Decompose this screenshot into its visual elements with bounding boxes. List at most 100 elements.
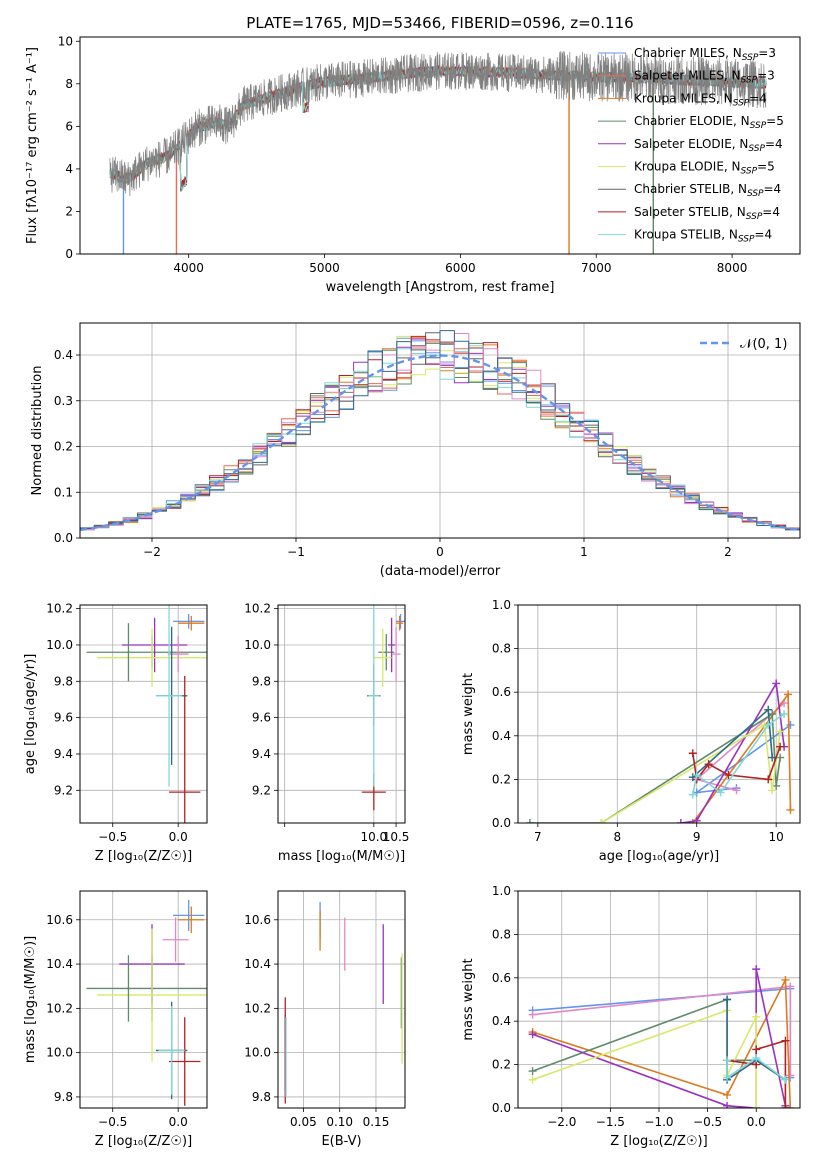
legend-suffix: =5 [757,160,775,174]
legend-entry: Salpeter STELIB, NSSP=4 [634,205,780,222]
weight-series-line [726,1057,786,1081]
legend-label: Kroupa ELODIE, N [634,160,741,174]
weight-series-marker [525,819,534,823]
y-tick-label: 0.2 [492,1058,511,1072]
x-tick-label: 8 [613,830,621,844]
x-tick-label: 10.5 [383,830,410,844]
weight-series-marker [786,982,795,991]
x-axis-label: wavelength [Angstrom, rest frame] [326,280,555,295]
y-tick-label: 10 [58,34,73,48]
weight-series-marker [786,1104,795,1108]
mass-weight-vs-metallicity-panel: −2.0 −1.5 −1.0 −0.5 0.0 0.0 0.2 0.4 0.6 0.8 1.0 Z [… [461,884,801,1149]
y-tick-label: 0.8 [492,642,511,656]
y-tick-label: 9.2 [252,783,271,797]
figure-title: PLATE=1765, MJD=53466, FIBERID=0596, z=0… [246,14,633,32]
legend-suffix: =4 [754,228,772,242]
y-tick-label: 10.0 [46,1046,73,1060]
legend-suffix: =3 [757,69,775,83]
x-axis-label: mass [log₁₀(M/M☉)] [278,849,405,864]
age-vs-metallicity-panel: −0.5 0.0 9.2 9.4 9.6 9.8 10.0 10.2 Z [log₁₀(Z/Z☉… [23,602,208,864]
weight-series-marker [723,1090,732,1099]
plot-area [80,891,207,1108]
residual-histogram [80,330,800,531]
x-tick-label: −2 [143,545,161,559]
y-tick-label: 9.2 [54,783,73,797]
x-tick-label: −1.5 [596,1115,625,1129]
legend-suffix: =4 [762,205,780,219]
axes-frame [277,890,406,1109]
weight-series-marker [768,786,777,795]
y-axis-label: Flux [fλ10⁻¹⁷ erg cm⁻² s⁻¹ A⁻¹] [25,47,40,244]
legend-subscript: SSP [738,235,755,245]
legend-label: Chabrier STELIB, N [634,182,747,196]
weight-series-marker [781,1104,790,1108]
weight-series-marker [752,1104,761,1108]
normal-reference-curve [80,354,798,532]
weight-series-marker [752,965,761,974]
legend-label: Salpeter STELIB, N [634,205,746,219]
x-tick-label: −1.0 [644,1115,673,1129]
weight-series-marker [724,771,733,780]
y-tick-label: 0.2 [54,440,73,454]
axes-frame [79,890,208,1109]
legend-label: Chabrier MILES, N [634,46,742,60]
legend-subscript: SSP [748,144,765,154]
plot-area [278,605,405,823]
weight-series-marker [780,710,789,718]
weight-series-marker [688,749,697,758]
weight-series-marker [723,1056,732,1065]
x-axis-label: Z [log₁₀(Z/Z☉)] [95,1134,192,1149]
legend-label: Salpeter ELODIE, N [634,137,748,151]
x-axis-label: (data-model)/error [380,564,501,579]
x-tick-label: 2 [724,545,732,559]
weight-series-marker [786,805,795,814]
weight-series-line [726,999,786,1082]
weight-series-marker [781,975,790,984]
y-tick-label: 0.4 [492,1014,511,1028]
y-tick-label: 0.4 [492,729,511,743]
y-tick-label: 9.8 [54,1090,73,1104]
axes-frame [79,36,801,255]
weight-series-line [532,985,792,1076]
y-tick-label: 0.6 [492,971,511,985]
observed-spectrum-line [109,50,767,197]
y-axis-label: mass [log₁₀(M/M☉)] [23,936,38,1063]
y-tick-label: 9.8 [252,1090,271,1104]
weight-series-marker [676,819,685,823]
legend-subscript: SSP [741,76,758,86]
y-tick-label: 9.6 [252,711,271,725]
y-tick-label: 0.2 [492,772,511,786]
y-tick-label: 0.0 [54,531,73,545]
axes-frame [277,604,406,824]
legend-suffix: =4 [764,182,782,196]
y-tick-label: 10.0 [244,1046,271,1060]
weight-series-marker [597,819,606,823]
x-tick-label: 10 [769,830,784,844]
weight-series-marker [772,679,781,688]
y-tick-label: 1.0 [492,884,511,898]
y-tick-label: 9.8 [252,674,271,688]
legend-subscript: SSP [750,121,767,131]
y-tick-label: 10.6 [46,913,73,927]
weight-series-marker [704,760,713,769]
weight-series-marker [764,705,773,714]
legend-label: Chabrier ELODIE, N [634,114,750,128]
weight-series-marker [528,1010,537,1019]
x-tick-label: 8000 [717,261,748,275]
plot-area [109,50,767,254]
weight-series-marker [752,1045,761,1054]
legend-label: Salpeter MILES, N [634,69,741,83]
y-tick-label: 10.2 [244,602,271,616]
weight-series-marker [768,753,777,762]
y-axis-label: mass weight [461,958,476,1040]
y-tick-label: 10.0 [46,638,73,652]
legend-entry: Kroupa MILES, NSSP=4 [634,91,767,108]
weight-series-marker [752,1012,761,1021]
y-tick-label: 0.3 [54,394,73,408]
mass-vs-metallicity-panel: −0.5 0.0 9.8 10.0 10.2 10.4 10.6 Z [log₁₀(Z/Z☉)… [23,890,208,1149]
x-axis-label: E(B-V) [321,1134,361,1149]
legend-suffix: =5 [766,114,784,128]
legend-entry: Kroupa ELODIE, NSSP=5 [634,160,775,177]
